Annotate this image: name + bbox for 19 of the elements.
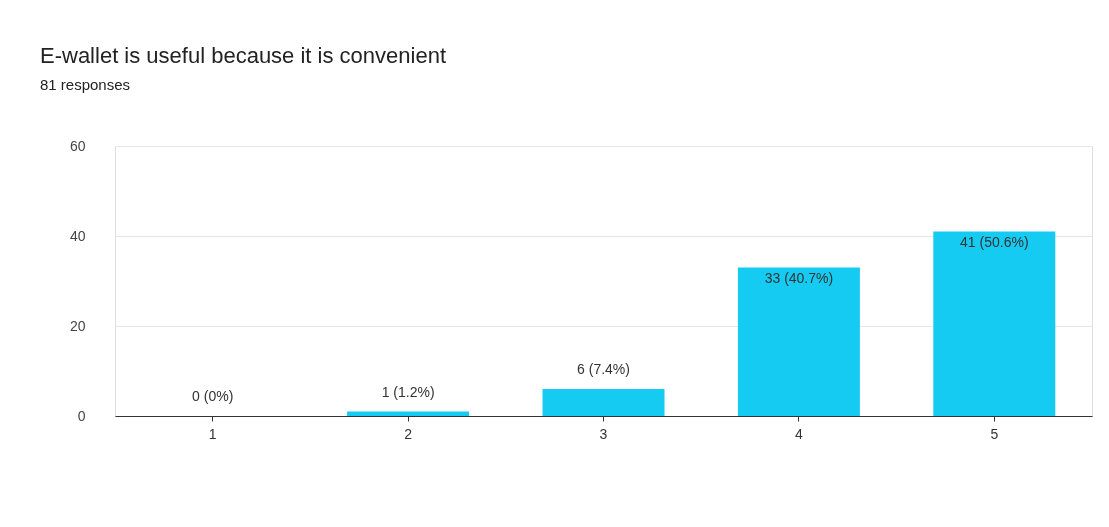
y-tick-label: 60 (69, 137, 86, 154)
y-tick-label: 0 (77, 407, 86, 424)
data-label: 41 (50.6%) (960, 233, 1029, 250)
chart-title: E-wallet is useful because it is convenient (40, 43, 446, 68)
bar (737, 267, 860, 416)
data-label: 0 (0%) (192, 388, 234, 404)
data-label: 6 (7.4%) (577, 361, 630, 377)
x-tick-label: 5 (990, 425, 999, 442)
x-tick-label: 4 (795, 425, 803, 442)
y-tick-label: 40 (69, 227, 86, 244)
x-tick-label: 3 (599, 425, 608, 442)
chart-subtitle: 81 responses (40, 76, 131, 93)
bar (933, 231, 1056, 416)
data-label: 33 (40.7%) (764, 269, 834, 286)
x-tick-label: 1 (208, 425, 217, 442)
x-tick-label: 2 (404, 425, 413, 442)
data-label: 1 (1.2%) (381, 383, 435, 400)
y-tick-label: 20 (69, 317, 86, 334)
bar (542, 389, 665, 416)
